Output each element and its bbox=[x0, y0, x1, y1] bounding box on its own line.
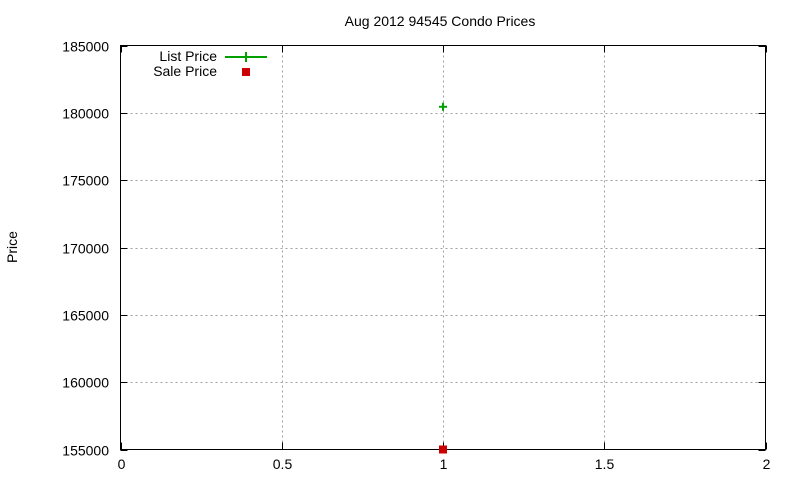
legend-plus-marker-icon bbox=[241, 52, 251, 62]
y-axis-ticks: 155000 160000 165000 170000 175000 180000 1850… bbox=[62, 39, 766, 459]
chart-title: Aug 2012 94545 Condo Prices bbox=[345, 13, 536, 29]
x-tick-label: 0.5 bbox=[273, 456, 293, 472]
y-tick-label: 155000 bbox=[62, 443, 109, 459]
data-points bbox=[439, 102, 447, 454]
grid-lines bbox=[120, 45, 766, 450]
y-tick-label: 165000 bbox=[62, 308, 109, 324]
y-tick-label: 170000 bbox=[62, 241, 109, 257]
y-tick-label: 160000 bbox=[62, 375, 109, 391]
x-tick-label: 2 bbox=[763, 456, 771, 472]
legend: List Price Sale Price bbox=[153, 48, 267, 79]
x-axis-ticks: 0 0.5 1 1.5 2 bbox=[118, 45, 771, 472]
x-tick-label: 0 bbox=[118, 456, 126, 472]
x-tick-label: 1 bbox=[440, 456, 448, 472]
legend-label-list-price: List Price bbox=[159, 48, 217, 64]
y-tick-label: 175000 bbox=[62, 173, 109, 189]
sale-price-point-square-icon bbox=[439, 445, 447, 454]
y-tick-label: 180000 bbox=[62, 106, 109, 122]
legend-label-sale-price: Sale Price bbox=[153, 63, 217, 79]
y-tick-label: 185000 bbox=[62, 39, 109, 55]
list-price-point-plus-icon bbox=[439, 102, 447, 111]
y-axis-label: Price bbox=[4, 231, 20, 263]
legend-square-marker-icon bbox=[242, 68, 250, 76]
x-tick-label: 1.5 bbox=[595, 456, 615, 472]
